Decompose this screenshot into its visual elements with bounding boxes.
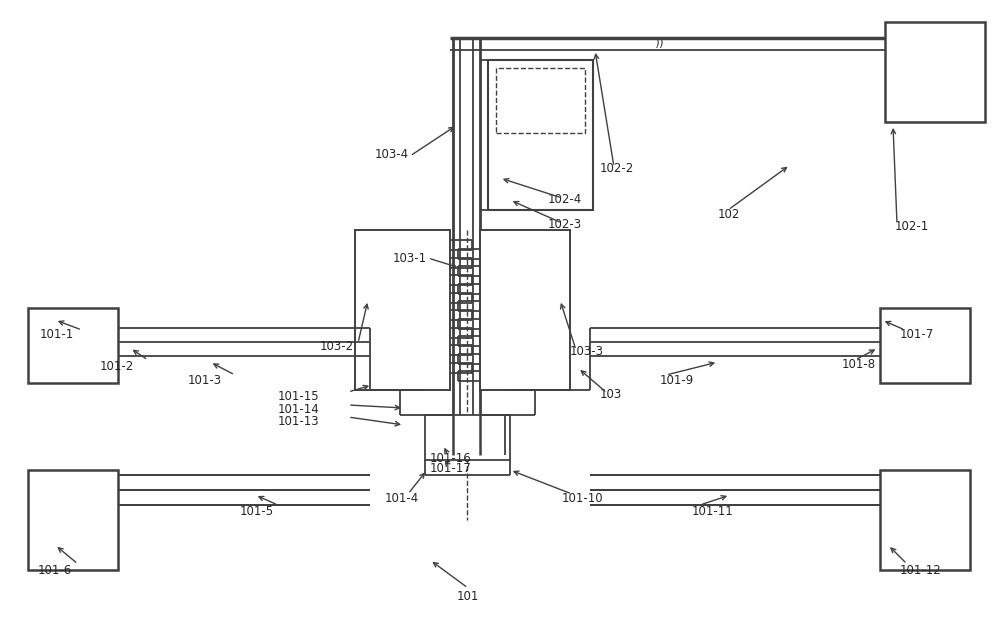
Text: 102-4: 102-4: [548, 193, 582, 206]
Bar: [496, 68, 585, 133]
Text: 101-14: 101-14: [278, 403, 320, 416]
Text: 101-2: 101-2: [100, 360, 134, 373]
Text: 101-7: 101-7: [900, 328, 934, 341]
Text: 101-13: 101-13: [278, 415, 320, 428]
Bar: [28, 308, 118, 383]
Bar: [480, 230, 570, 390]
Text: 101-1: 101-1: [40, 328, 74, 341]
Text: )): )): [655, 38, 665, 51]
Text: 101-10: 101-10: [562, 492, 604, 505]
Text: 103-3: 103-3: [570, 345, 604, 358]
Text: 103: 103: [600, 388, 622, 401]
Text: 103-1: 103-1: [393, 252, 427, 265]
Bar: [488, 60, 593, 210]
Text: 101-5: 101-5: [240, 505, 274, 518]
Bar: [28, 470, 118, 570]
Text: 101-15: 101-15: [278, 390, 320, 403]
Text: 102-3: 102-3: [548, 218, 582, 231]
Text: 102-1: 102-1: [895, 220, 929, 233]
Text: 103-4: 103-4: [375, 148, 409, 161]
Bar: [425, 415, 510, 460]
Bar: [355, 230, 450, 390]
Text: 101-16: 101-16: [430, 452, 472, 465]
Text: 101-6: 101-6: [38, 564, 72, 577]
Text: 102-2: 102-2: [600, 162, 634, 175]
Text: 101-11: 101-11: [692, 505, 734, 518]
Text: 103-2: 103-2: [320, 340, 354, 353]
Text: 101-17: 101-17: [430, 462, 472, 475]
Text: 101: 101: [457, 590, 479, 603]
Text: 101-3: 101-3: [188, 374, 222, 387]
Bar: [880, 470, 970, 570]
Text: 101-8: 101-8: [842, 358, 876, 371]
Bar: [880, 308, 970, 383]
Bar: [885, 22, 985, 122]
Text: 101-9: 101-9: [660, 374, 694, 387]
Text: 102: 102: [718, 208, 740, 221]
Text: 101-12: 101-12: [900, 564, 942, 577]
Text: 101-4: 101-4: [385, 492, 419, 505]
